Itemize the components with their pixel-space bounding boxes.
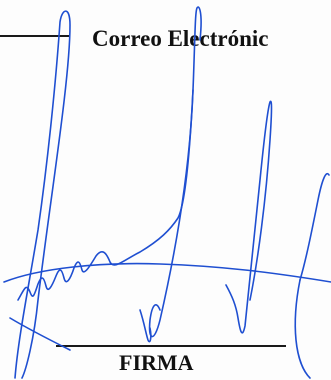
signature-stroke (294, 279, 311, 379)
email-field-label: Correo Electrónic (92, 26, 269, 51)
field-line-left (0, 35, 70, 37)
signature-label: FIRMA (119, 350, 194, 375)
signature-stroke (148, 89, 194, 338)
signature-line (56, 345, 286, 347)
signature-stroke (299, 173, 330, 281)
signature-stroke (14, 10, 71, 379)
signature-stroke (3, 262, 331, 283)
signature-stroke (139, 309, 152, 343)
signature-stroke (9, 317, 71, 351)
signature-stroke (225, 100, 273, 334)
